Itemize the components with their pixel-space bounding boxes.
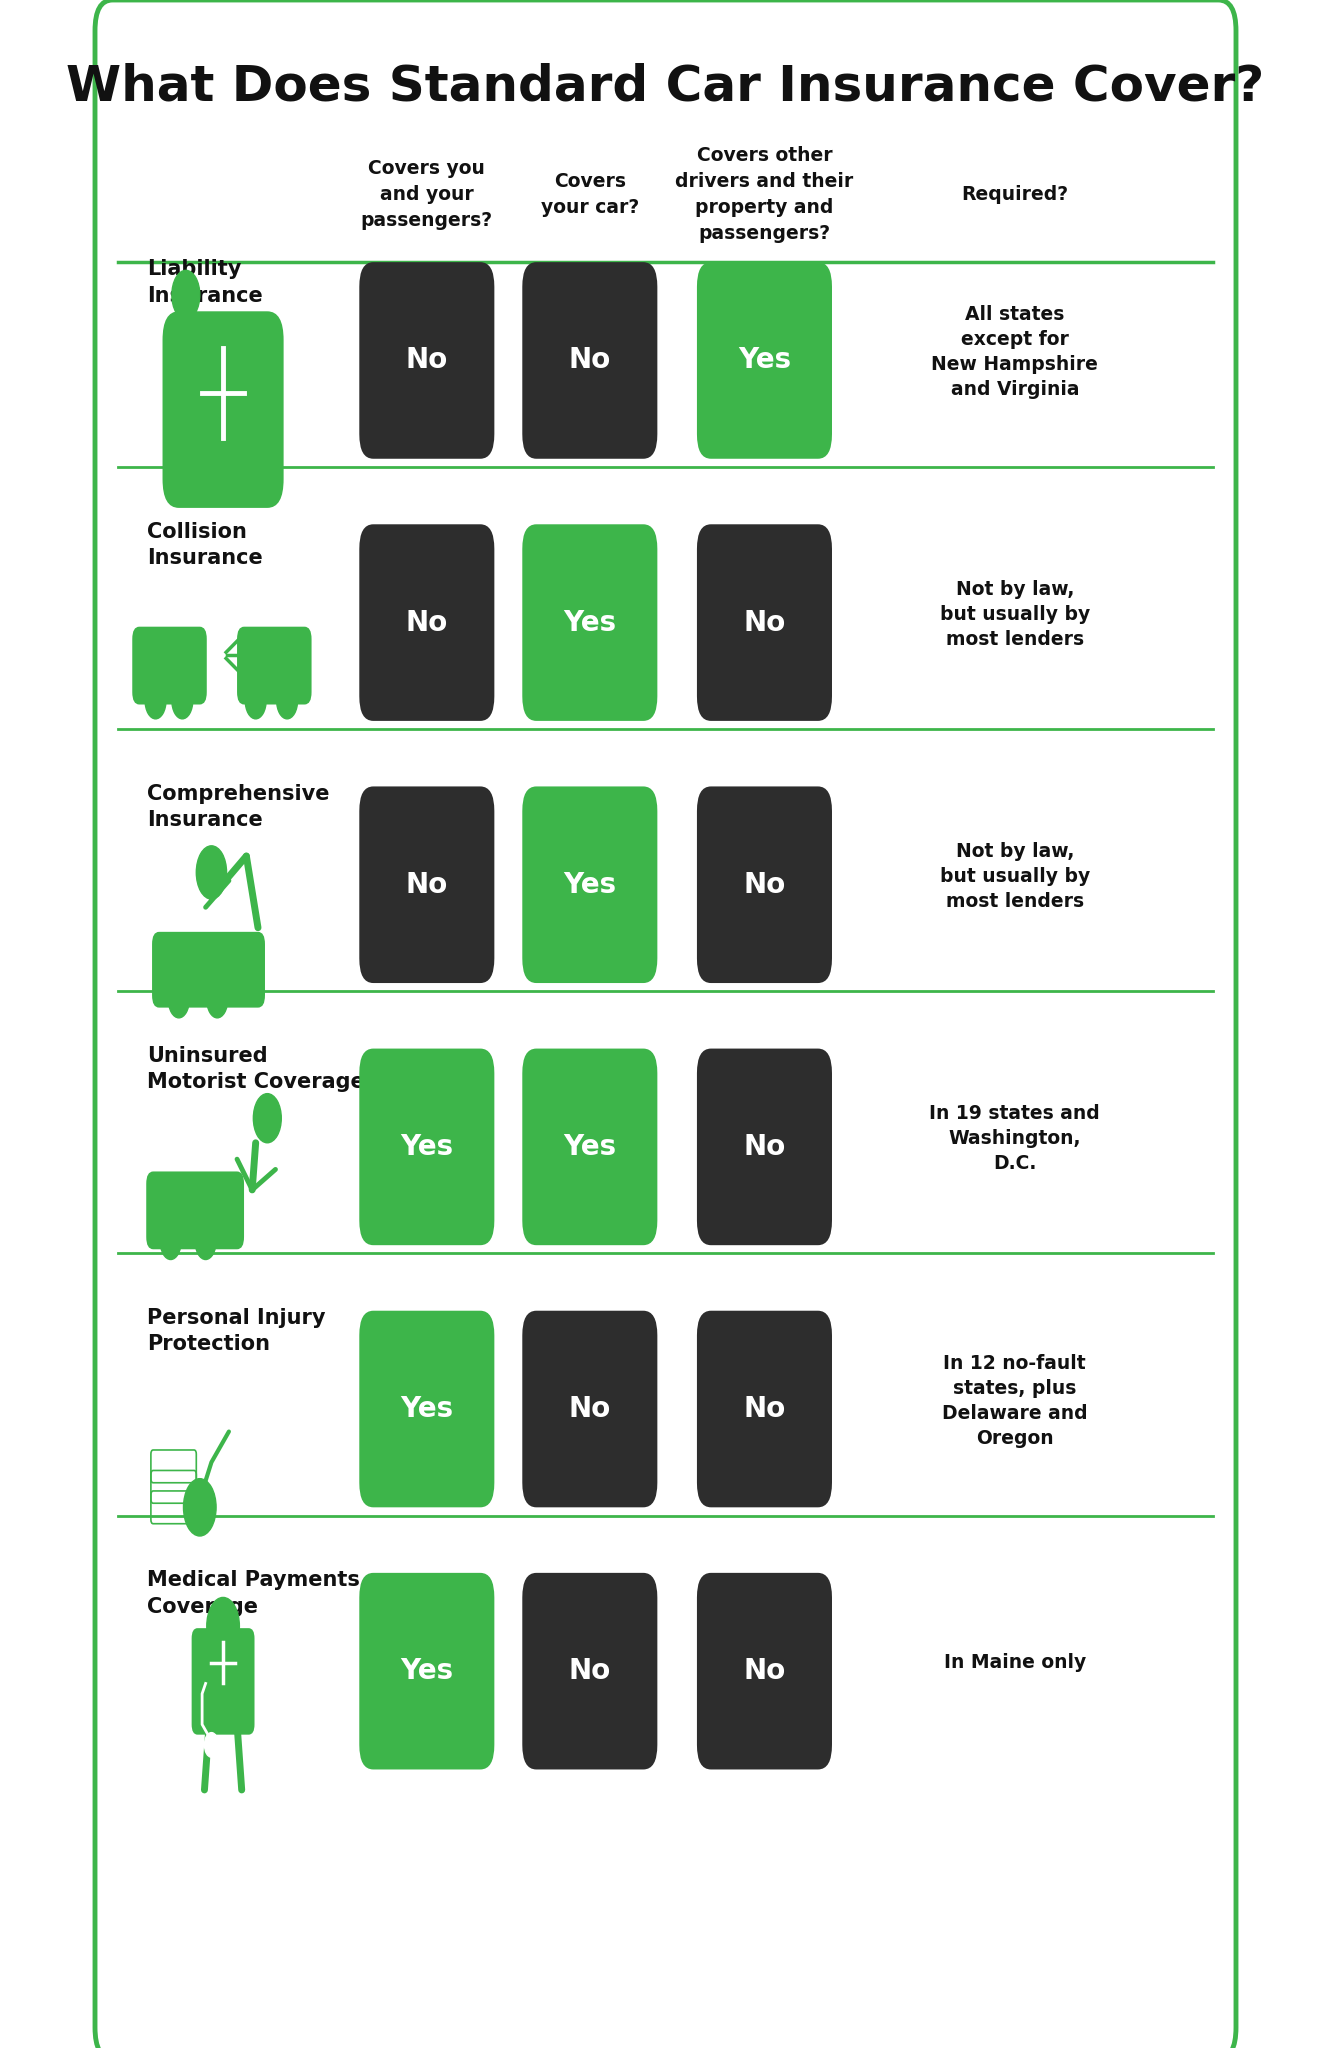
FancyBboxPatch shape [697, 524, 832, 721]
Text: Yes: Yes [563, 1133, 616, 1161]
Text: Covers
your car?: Covers your car? [540, 172, 639, 217]
Circle shape [184, 1479, 216, 1536]
FancyBboxPatch shape [132, 627, 206, 705]
Text: In 19 states and
Washington,
D.C.: In 19 states and Washington, D.C. [929, 1104, 1101, 1174]
Text: Medical Payments
Coverage: Medical Payments Coverage [148, 1571, 361, 1616]
FancyBboxPatch shape [237, 627, 311, 705]
Text: Personal Injury
Protection: Personal Injury Protection [148, 1309, 326, 1354]
Text: No: No [743, 1657, 785, 1686]
Text: Not by law,
but usually by
most lenders: Not by law, but usually by most lenders [940, 842, 1090, 911]
Text: Uninsured
Motorist Coverage: Uninsured Motorist Coverage [148, 1047, 365, 1092]
Circle shape [253, 1094, 281, 1143]
Circle shape [172, 270, 200, 319]
FancyBboxPatch shape [522, 524, 658, 721]
Circle shape [206, 1597, 240, 1655]
FancyBboxPatch shape [359, 1049, 494, 1245]
Text: Not by law,
but usually by
most lenders: Not by law, but usually by most lenders [940, 580, 1090, 649]
Text: No: No [743, 870, 785, 899]
Text: Yes: Yes [401, 1133, 454, 1161]
Text: No: No [743, 1395, 785, 1423]
FancyBboxPatch shape [522, 262, 658, 459]
FancyBboxPatch shape [522, 1049, 658, 1245]
FancyBboxPatch shape [152, 932, 265, 1008]
FancyBboxPatch shape [359, 1311, 494, 1507]
FancyBboxPatch shape [118, 1516, 1213, 1778]
FancyBboxPatch shape [359, 524, 494, 721]
FancyBboxPatch shape [697, 1573, 832, 1769]
Circle shape [245, 682, 266, 719]
Circle shape [168, 981, 189, 1018]
Circle shape [196, 1223, 216, 1260]
Circle shape [196, 846, 226, 899]
Text: What Does Standard Car Insurance Cover?: What Does Standard Car Insurance Cover? [67, 61, 1264, 111]
FancyBboxPatch shape [118, 1253, 1213, 1516]
FancyBboxPatch shape [162, 311, 284, 508]
Text: Yes: Yes [563, 870, 616, 899]
FancyBboxPatch shape [697, 1049, 832, 1245]
FancyBboxPatch shape [359, 786, 494, 983]
Text: Covers you
and your
passengers?: Covers you and your passengers? [361, 160, 492, 229]
FancyBboxPatch shape [118, 729, 1213, 991]
Circle shape [277, 682, 298, 719]
Text: All states
except for
New Hampshire
and Virginia: All states except for New Hampshire and … [932, 305, 1098, 399]
Text: Yes: Yes [401, 1657, 454, 1686]
FancyBboxPatch shape [697, 1311, 832, 1507]
Circle shape [160, 1223, 181, 1260]
Circle shape [172, 682, 193, 719]
FancyBboxPatch shape [359, 262, 494, 459]
Text: No: No [743, 1133, 785, 1161]
FancyBboxPatch shape [522, 1311, 658, 1507]
Text: Yes: Yes [737, 346, 791, 375]
Text: No: No [568, 1657, 611, 1686]
FancyBboxPatch shape [118, 205, 1213, 467]
Circle shape [205, 1733, 218, 1757]
Text: No: No [568, 346, 611, 375]
FancyBboxPatch shape [146, 1171, 244, 1249]
FancyBboxPatch shape [522, 786, 658, 983]
Text: In 12 no-fault
states, plus
Delaware and
Oregon: In 12 no-fault states, plus Delaware and… [942, 1354, 1087, 1448]
Text: No: No [568, 1395, 611, 1423]
Text: No: No [406, 870, 449, 899]
Circle shape [145, 682, 166, 719]
Text: Collision
Insurance: Collision Insurance [148, 522, 264, 567]
FancyBboxPatch shape [697, 786, 832, 983]
FancyBboxPatch shape [118, 991, 1213, 1253]
Text: Liability
Insurance: Liability Insurance [148, 260, 264, 305]
Text: Yes: Yes [401, 1395, 454, 1423]
Text: Covers other
drivers and their
property and
passengers?: Covers other drivers and their property … [675, 147, 853, 242]
Text: Required?: Required? [961, 184, 1069, 205]
FancyBboxPatch shape [118, 467, 1213, 729]
Text: Comprehensive
Insurance: Comprehensive Insurance [148, 784, 330, 829]
FancyBboxPatch shape [95, 0, 1236, 2048]
Text: In Maine only: In Maine only [944, 1653, 1086, 1673]
FancyBboxPatch shape [359, 1573, 494, 1769]
Text: No: No [743, 608, 785, 637]
Circle shape [206, 981, 228, 1018]
Text: Yes: Yes [563, 608, 616, 637]
FancyBboxPatch shape [522, 1573, 658, 1769]
FancyBboxPatch shape [697, 262, 832, 459]
Text: No: No [406, 346, 449, 375]
FancyBboxPatch shape [192, 1628, 254, 1735]
Text: No: No [406, 608, 449, 637]
